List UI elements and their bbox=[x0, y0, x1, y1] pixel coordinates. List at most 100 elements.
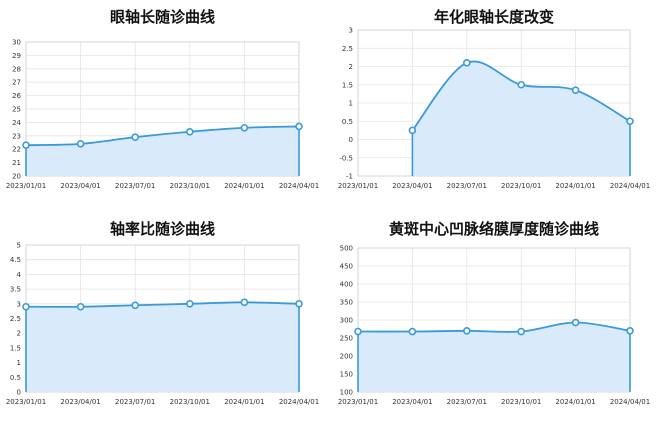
data-point[interactable] bbox=[462, 326, 471, 335]
y-tick-label: 2.5 bbox=[10, 315, 21, 323]
y-tick-label: 3 bbox=[349, 27, 353, 35]
y-tick-label: -0.5 bbox=[339, 154, 353, 162]
y-tick-label: 150 bbox=[340, 371, 353, 379]
y-tick-label: -1 bbox=[346, 173, 353, 181]
series-line bbox=[357, 321, 631, 333]
x-tick-label: 2024/01/01 bbox=[555, 398, 595, 406]
x-tick-label: 2023/07/01 bbox=[115, 182, 155, 190]
y-tick-label: 1.5 bbox=[10, 344, 21, 352]
x-tick-label: 2024/04/01 bbox=[279, 182, 319, 190]
chart-title: 轴率比随诊曲线 bbox=[110, 220, 215, 238]
y-tick-label: 350 bbox=[340, 299, 353, 307]
series-area bbox=[412, 61, 630, 176]
data-point[interactable] bbox=[571, 86, 580, 95]
data-point[interactable] bbox=[240, 123, 249, 132]
x-tick-label: 2023/04/01 bbox=[60, 398, 100, 406]
x-tick-label: 2023/10/01 bbox=[501, 182, 541, 190]
y-tick-label: 3 bbox=[17, 300, 21, 308]
y-tick-label: 500 bbox=[340, 245, 353, 253]
y-tick-label: 22 bbox=[12, 146, 21, 154]
data-point[interactable] bbox=[408, 327, 417, 336]
y-tick-label: 250 bbox=[340, 335, 353, 343]
y-tick-label: 26 bbox=[12, 92, 21, 100]
x-tick-label: 2024/01/01 bbox=[224, 182, 264, 190]
data-point[interactable] bbox=[295, 122, 303, 131]
chart-title: 眼轴长随诊曲线 bbox=[110, 8, 215, 26]
y-tick-label: 4 bbox=[17, 271, 22, 279]
x-tick-label: 2024/01/01 bbox=[555, 182, 595, 190]
y-tick-label: 1 bbox=[17, 359, 21, 367]
series-area bbox=[26, 126, 299, 176]
y-tick-label: 2 bbox=[349, 63, 353, 71]
chart-panel-3: 轴率比随诊曲线 0 0.5 1 1.5 2 2.5 3 3.5 4 4.5 5 2023/01/01 20… bbox=[6, 220, 319, 406]
data-point[interactable] bbox=[240, 298, 249, 307]
x-tick-label: 2023/10/01 bbox=[501, 398, 541, 406]
y-tick-label: 2 bbox=[17, 330, 21, 338]
data-point[interactable] bbox=[76, 140, 85, 148]
y-tick-label: 5 bbox=[17, 242, 21, 250]
x-tick-label: 2023/04/01 bbox=[60, 182, 100, 190]
series-line bbox=[25, 301, 300, 308]
y-tick-label: 28 bbox=[12, 65, 21, 73]
y-tick-label: 27 bbox=[12, 79, 21, 87]
x-tick-label: 2024/01/01 bbox=[224, 398, 264, 406]
data-point[interactable] bbox=[517, 327, 526, 336]
y-tick-label: 0 bbox=[17, 389, 21, 397]
y-tick-label: 1 bbox=[349, 100, 353, 108]
y-tick-label: 300 bbox=[340, 317, 353, 325]
y-tick-label: 0 bbox=[349, 136, 353, 144]
data-point[interactable] bbox=[571, 318, 580, 327]
x-tick-label: 2023/04/01 bbox=[392, 182, 432, 190]
chart-panel-2: 年化眼轴长度改变 -1 -0.5 0 0.5 1 1.5 2 2.5 3 2023/01/01 202… bbox=[338, 8, 650, 190]
x-tick-label: 2024/04/01 bbox=[610, 182, 650, 190]
data-point[interactable] bbox=[626, 326, 634, 335]
y-tick-label: 4.5 bbox=[10, 256, 21, 264]
data-point[interactable] bbox=[22, 302, 30, 311]
y-tick-label: 450 bbox=[340, 263, 353, 271]
series-area bbox=[26, 302, 299, 392]
y-tick-label: 2.5 bbox=[342, 45, 353, 53]
data-point[interactable] bbox=[462, 59, 471, 67]
series-line bbox=[25, 125, 300, 147]
y-tick-label: 3.5 bbox=[10, 286, 21, 294]
y-tick-label: 23 bbox=[12, 132, 21, 140]
y-tick-label: 29 bbox=[12, 52, 21, 60]
series-area bbox=[358, 322, 630, 392]
y-tick-label: 100 bbox=[340, 389, 353, 397]
x-tick-label: 2024/04/01 bbox=[610, 398, 650, 406]
data-point[interactable] bbox=[354, 327, 362, 336]
x-tick-label: 2024/04/01 bbox=[279, 398, 319, 406]
y-tick-label: 21 bbox=[12, 159, 21, 167]
chart-title: 年化眼轴长度改变 bbox=[434, 8, 554, 26]
data-point[interactable] bbox=[408, 126, 417, 135]
y-tick-label: 20 bbox=[12, 173, 21, 181]
y-tick-label: 200 bbox=[340, 353, 353, 361]
chart-panel-1: 眼轴长随诊曲线 20 21 22 23 24 25 26 27 28 29 30 2023/01/01 2… bbox=[6, 8, 319, 190]
y-tick-label: 0.5 bbox=[10, 374, 21, 382]
y-tick-label: 400 bbox=[340, 281, 353, 289]
y-tick-label: 25 bbox=[12, 106, 21, 114]
chart-title: 黄斑中心凹脉络膜厚度随诊曲线 bbox=[389, 220, 599, 238]
data-point[interactable] bbox=[295, 299, 303, 308]
y-tick-label: 1.5 bbox=[342, 81, 353, 89]
data-point[interactable] bbox=[186, 299, 194, 308]
data-point[interactable] bbox=[517, 80, 526, 89]
chart-panel-4: 黄斑中心凹脉络膜厚度随诊曲线 100 150 200 250 300 350 400 450 50… bbox=[338, 220, 650, 406]
data-point[interactable] bbox=[186, 127, 194, 136]
data-point[interactable] bbox=[626, 117, 634, 126]
x-tick-label: 2023/01/01 bbox=[6, 398, 46, 406]
x-tick-label: 2023/10/01 bbox=[170, 182, 210, 190]
data-point[interactable] bbox=[131, 133, 139, 141]
x-tick-label: 2023/07/01 bbox=[447, 182, 487, 190]
data-point[interactable] bbox=[131, 301, 139, 310]
x-tick-label: 2023/07/01 bbox=[447, 398, 487, 406]
data-point[interactable] bbox=[22, 141, 30, 149]
x-tick-label: 2023/01/01 bbox=[338, 182, 378, 190]
y-tick-label: 24 bbox=[12, 119, 21, 127]
x-tick-label: 2023/04/01 bbox=[392, 398, 432, 406]
x-tick-label: 2023/01/01 bbox=[6, 182, 46, 190]
x-tick-label: 2023/07/01 bbox=[115, 398, 155, 406]
data-point[interactable] bbox=[76, 302, 85, 311]
y-tick-label: 30 bbox=[12, 39, 21, 47]
